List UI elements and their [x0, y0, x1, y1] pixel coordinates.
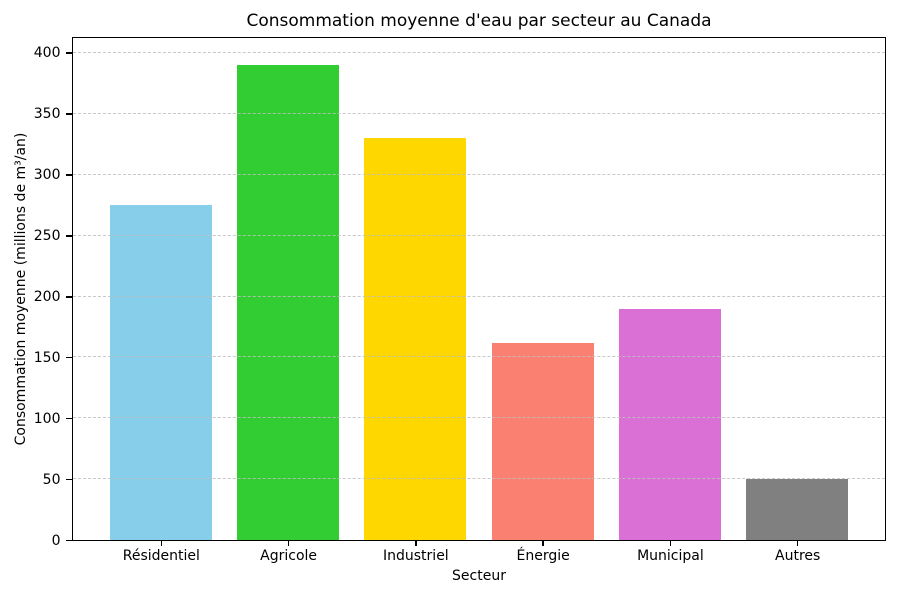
x-tick-label: Résidentiel — [122, 547, 200, 564]
gridline-350 — [73, 112, 885, 114]
x-axis-tick — [287, 540, 290, 546]
y-tick-label: 350 — [33, 106, 61, 123]
x-axis-tick — [669, 540, 672, 546]
gridline-150 — [73, 356, 885, 358]
gridline-200 — [73, 295, 885, 297]
y-axis-tick — [66, 478, 72, 481]
bar-3 — [491, 342, 594, 540]
gridline-100 — [73, 417, 885, 419]
gridline-400 — [73, 51, 885, 53]
bar-0 — [109, 204, 212, 540]
chart-title: Consommation moyenne d'eau par secteur a… — [246, 11, 712, 31]
plot-area — [72, 37, 886, 541]
bar-2 — [364, 137, 467, 540]
y-tick-label: 250 — [33, 227, 61, 244]
x-tick-label: Municipal — [637, 547, 704, 564]
y-tick-label: 300 — [33, 166, 61, 183]
x-axis-tick — [415, 540, 417, 546]
gridline-50 — [73, 478, 885, 480]
y-axis-tick — [66, 174, 72, 176]
bar-4 — [619, 308, 721, 540]
bar-5 — [746, 479, 849, 540]
x-tick-label: Agricole — [260, 547, 318, 564]
y-tick-label: 200 — [33, 288, 61, 305]
y-axis-tick — [66, 235, 72, 237]
x-tick-label: Industriel — [383, 547, 449, 564]
gridline-300 — [73, 173, 885, 175]
x-tick-label: Autres — [775, 547, 821, 564]
y-tick-label: 0 — [51, 532, 61, 549]
x-axis-tick — [542, 540, 544, 546]
x-tick-label: Énergie — [516, 547, 570, 564]
y-tick-label: 100 — [33, 410, 61, 427]
gridline-250 — [73, 234, 885, 236]
x-axis-tick — [796, 540, 799, 546]
y-axis-tick — [66, 356, 72, 359]
x-axis-tick — [160, 540, 163, 546]
y-axis-tick — [66, 296, 72, 298]
y-axis-tick — [66, 417, 72, 420]
y-axis-tick — [66, 52, 72, 54]
y-tick-label: 150 — [33, 349, 61, 366]
y-axis-tick — [66, 113, 72, 115]
y-tick-label: 400 — [33, 45, 61, 62]
y-axis-tick — [66, 539, 72, 542]
y-tick-label: 50 — [42, 471, 61, 488]
bar-1 — [237, 64, 339, 540]
x-axis-label: Secteur — [452, 568, 506, 584]
